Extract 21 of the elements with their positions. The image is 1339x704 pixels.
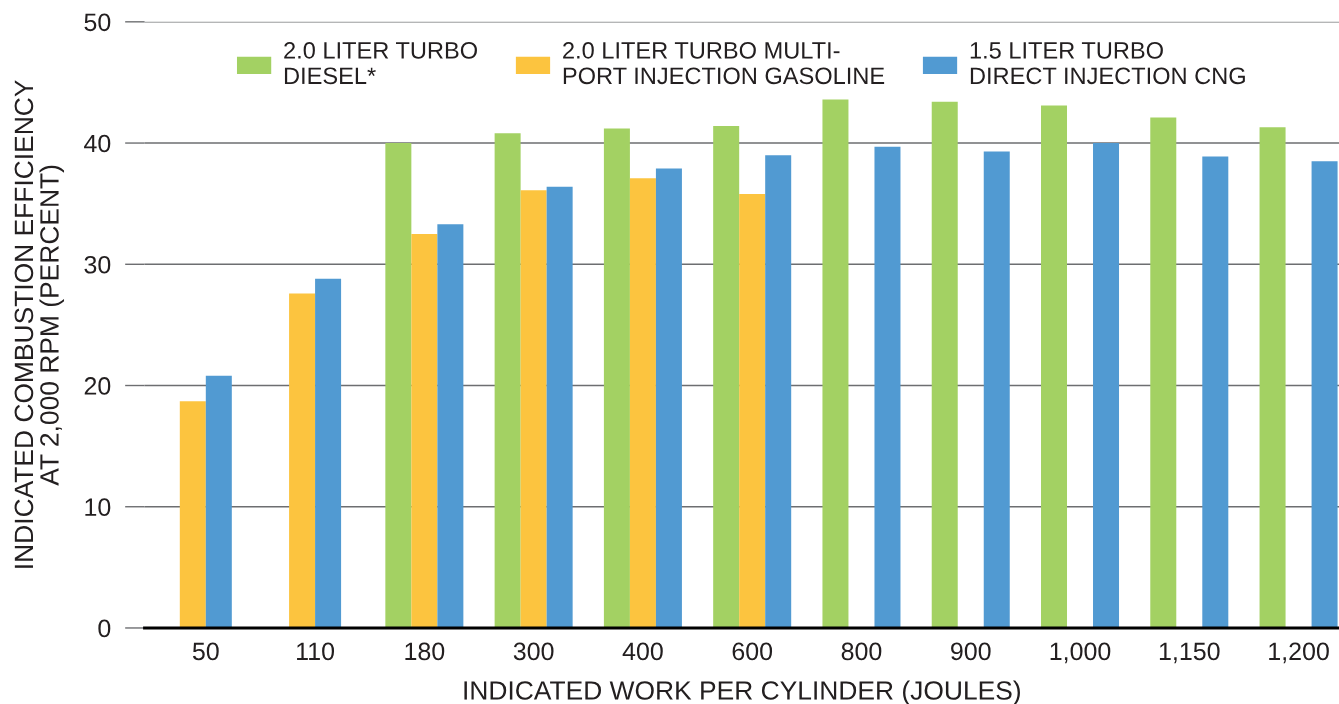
legend-label: 2.0 LITER TURBO MULTI- PORT INJECTION GASOLINE	[563, 42, 885, 85]
legend-label: 2.0 LITER TURBO DIESEL*	[284, 42, 477, 85]
x-tick-label: 900	[951, 642, 991, 661]
x-tick-label: 1,200	[1269, 642, 1329, 664]
legend-label: 1.5 LITER TURBO DIRECT INJECTION CNG	[970, 42, 1245, 85]
x-tick-label: 800	[841, 642, 882, 661]
x-tick-label: 300	[513, 642, 554, 661]
y-tick-label: 20	[84, 377, 111, 395]
y-tick-label: 30	[84, 255, 111, 274]
x-tick-label: 110	[297, 642, 335, 661]
x-tick-label: 50	[192, 642, 219, 661]
x-tick-label: 400	[622, 642, 663, 661]
x-tick-label: 1,150	[1159, 642, 1220, 664]
y-axis-title: INDICATED COMBUSTION EFFICIENCY AT 2,000 RPM (PERCENT)	[14, 80, 65, 568]
x-tick-label: 180	[405, 642, 445, 661]
x-tick-label: 1,000	[1050, 642, 1111, 664]
y-tick-label: 10	[85, 498, 111, 517]
y-tick-label: 0	[98, 619, 111, 638]
y-tick-label: 40	[84, 134, 111, 153]
y-tick-label: 50	[84, 13, 111, 32]
x-tick-label: 600	[732, 642, 773, 661]
